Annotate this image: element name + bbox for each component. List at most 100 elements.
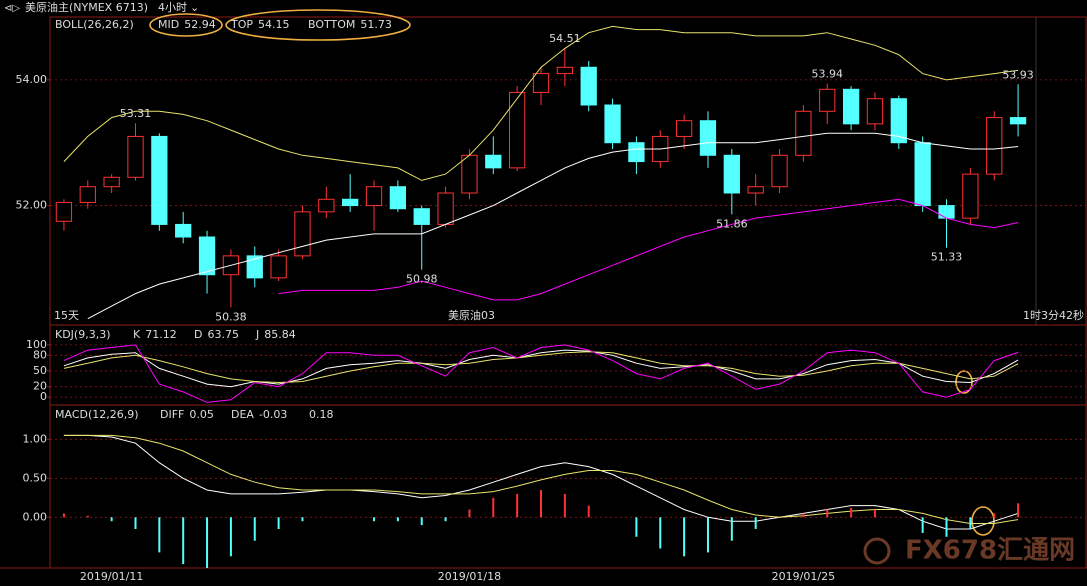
legend-name: J bbox=[255, 328, 259, 341]
candle-body bbox=[151, 135, 168, 225]
candle-body bbox=[556, 66, 573, 75]
candle-body bbox=[342, 198, 359, 207]
y-tick-label: 20 bbox=[33, 380, 47, 393]
low-label: 51.86 bbox=[716, 217, 748, 230]
candle-body bbox=[365, 186, 383, 207]
menu-icon[interactable]: ⊲▷ bbox=[4, 3, 20, 14]
candle-body bbox=[771, 154, 788, 188]
legend-name: BOTTOM bbox=[308, 18, 355, 31]
y-tick-label: 0.50 bbox=[23, 471, 48, 484]
legend-name: MID bbox=[158, 18, 179, 31]
y-tick-label: 54.00 bbox=[16, 73, 48, 86]
candle-body bbox=[747, 186, 764, 194]
candle-body bbox=[938, 205, 955, 219]
y-tick-label: 0.00 bbox=[23, 510, 48, 523]
candle-body bbox=[55, 201, 73, 222]
series-line bbox=[63, 434, 1019, 524]
candle-body bbox=[819, 88, 836, 112]
candle-body bbox=[604, 104, 621, 144]
countdown-note: 1时3分42秒 bbox=[1023, 308, 1084, 322]
y-tick-label: 0 bbox=[40, 390, 47, 403]
highlight-ellipse bbox=[225, 9, 411, 41]
candle-body bbox=[509, 91, 526, 169]
low-label: 51.33 bbox=[931, 251, 963, 264]
series-line bbox=[278, 198, 1019, 301]
candle-body bbox=[485, 154, 502, 169]
y-tick-label: 100 bbox=[26, 338, 47, 351]
low-label: 50.98 bbox=[406, 273, 438, 286]
candle-body bbox=[294, 211, 311, 257]
legend-value: 54.15 bbox=[258, 18, 290, 31]
legend-name: DIFF bbox=[160, 408, 184, 421]
high-label: 53.93 bbox=[1002, 68, 1034, 81]
candle-body bbox=[723, 154, 740, 194]
candle-body bbox=[413, 208, 430, 225]
candle-body bbox=[389, 186, 407, 210]
candle-body bbox=[986, 117, 1003, 175]
high-label: 54.51 bbox=[549, 32, 581, 45]
candle-body bbox=[198, 236, 216, 276]
x-tick-label: 2019/01/11 bbox=[80, 570, 143, 583]
legend-value: 52.94 bbox=[184, 18, 216, 31]
contract-note: 美原油03 bbox=[448, 308, 495, 322]
y-tick-label: 52.00 bbox=[16, 199, 48, 212]
candle-body bbox=[318, 198, 335, 213]
legend-name: TOP bbox=[230, 18, 253, 31]
y-tick-label: 1.00 bbox=[23, 432, 48, 445]
candle-body bbox=[675, 120, 693, 137]
legend-name: K bbox=[133, 328, 141, 341]
series-line bbox=[63, 351, 1019, 384]
candle-body bbox=[270, 255, 287, 279]
candle-body bbox=[962, 173, 979, 219]
candle-body bbox=[437, 192, 454, 225]
watermark-logo bbox=[863, 537, 891, 565]
indicator-label: MACD(12,26,9) bbox=[55, 408, 139, 421]
instrument-title[interactable]: 美原油主(NYMEX 6713) bbox=[25, 0, 148, 14]
legend-name: D bbox=[194, 328, 202, 341]
x-tick-label: 2019/01/18 bbox=[438, 570, 501, 583]
candle-body bbox=[461, 154, 478, 194]
legend-value: 63.75 bbox=[207, 328, 239, 341]
series-line bbox=[63, 434, 1019, 530]
candle-body bbox=[914, 142, 931, 207]
y-tick-label: 50 bbox=[33, 364, 47, 377]
period-chevron[interactable]: ⌄ bbox=[190, 1, 199, 14]
highlight-ellipse bbox=[149, 13, 223, 37]
candle-body bbox=[103, 176, 120, 188]
legend-value: 71.12 bbox=[145, 328, 177, 341]
candle-body bbox=[842, 88, 860, 125]
candle-body bbox=[79, 186, 96, 203]
series-line bbox=[63, 349, 1019, 388]
low-label: 50.38 bbox=[215, 310, 247, 323]
legend-value: 85.84 bbox=[264, 328, 296, 341]
series-line bbox=[63, 344, 1019, 403]
candle-body bbox=[127, 135, 144, 178]
watermark: FX678汇通网 bbox=[905, 536, 1075, 566]
series-line bbox=[63, 25, 1019, 181]
legend-value: 0.05 bbox=[189, 408, 214, 421]
legend-value: 0.18 bbox=[309, 408, 334, 421]
candle-body bbox=[866, 98, 884, 125]
candle-body bbox=[246, 255, 263, 279]
indicator-label: BOLL(26,26,2) bbox=[55, 18, 134, 31]
candle-body bbox=[795, 110, 812, 156]
candle-body bbox=[1009, 117, 1027, 125]
candle-body bbox=[580, 66, 597, 106]
period-selector[interactable]: 4小时 bbox=[158, 1, 187, 14]
candle-body bbox=[890, 98, 907, 144]
high-label: 53.94 bbox=[811, 68, 843, 81]
series-line bbox=[87, 132, 1019, 320]
candle-body bbox=[699, 120, 717, 156]
candle-body bbox=[532, 73, 550, 93]
candle-body bbox=[175, 223, 192, 238]
legend-value: 51.73 bbox=[360, 18, 392, 31]
candle-body bbox=[628, 142, 645, 163]
high-label: 53.31 bbox=[120, 107, 152, 120]
legend-name: DEA bbox=[231, 408, 254, 421]
range-note: 15天 bbox=[54, 309, 79, 322]
legend-value: -0.03 bbox=[259, 408, 287, 421]
indicator-label: KDJ(9,3,3) bbox=[55, 328, 111, 341]
x-tick-label: 2019/01/25 bbox=[772, 570, 835, 583]
